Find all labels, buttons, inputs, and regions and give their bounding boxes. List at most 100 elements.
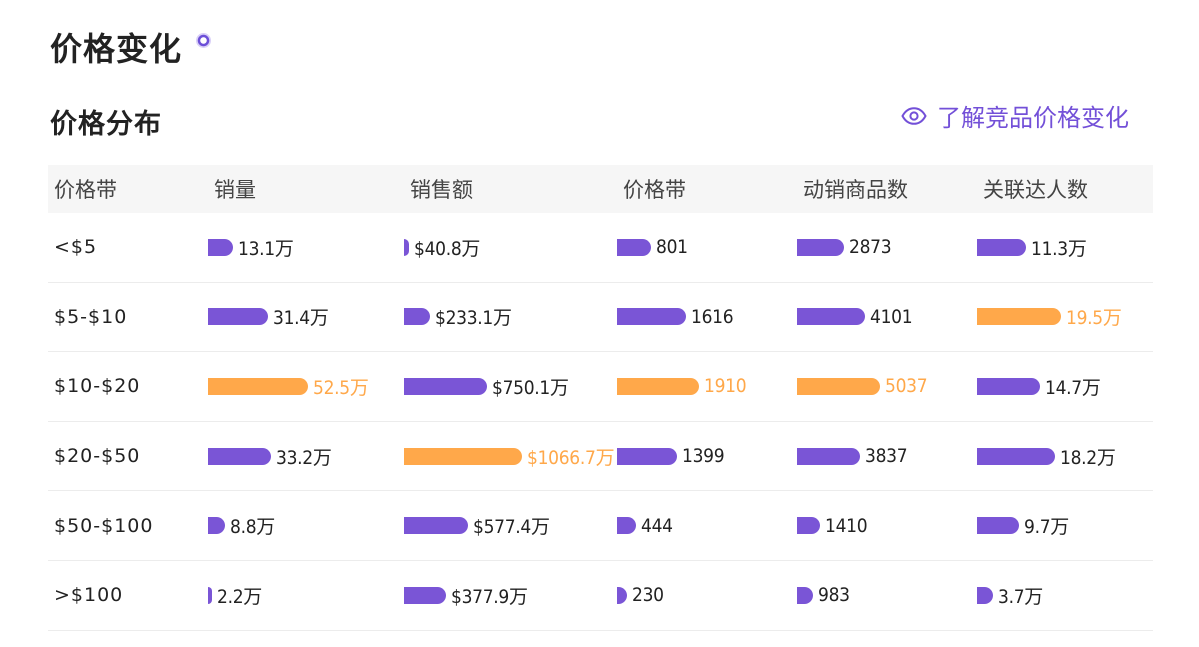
sales-amount-value: $40.8万 <box>414 237 481 260</box>
sales-volume-cell: 13.1万 <box>208 213 404 282</box>
col-header-active-products: 动销商品数 <box>803 178 908 202</box>
linked-creators-cell: 9.7万 <box>977 491 1153 560</box>
linked-creators-value: 14.7万 <box>1045 376 1101 399</box>
sales-volume-value: 2.2万 <box>217 585 262 608</box>
linked-creators-value: 18.2万 <box>1060 446 1116 469</box>
price-band-2-cell: 1616 <box>617 283 797 352</box>
sales-amount-bar <box>404 377 487 395</box>
table-row: <$5 13.1万 $40.8万 801 2873 11.3万 <box>48 213 1153 283</box>
price-distribution-table: 价格带 销量 销售额 价格带 动销商品数 关联达人数 <$5 13.1万 $40.8… <box>48 165 1153 631</box>
active-products-cell: 3837 <box>797 422 977 491</box>
sales-amount-value: $750.1万 <box>492 376 569 399</box>
price-band-2-bar <box>617 308 686 326</box>
sales-amount-value: $377.9万 <box>451 585 528 608</box>
sales-volume-value: 8.8万 <box>230 516 275 539</box>
linked-creators-value: 9.7万 <box>1024 516 1069 539</box>
table-row: >$100 2.2万 $377.9万 230 983 3.7万 <box>48 561 1153 631</box>
sales-volume-bar <box>208 238 233 256</box>
price-band-2-value: 1399 <box>682 445 725 468</box>
linked-creators-value: 3.7万 <box>998 585 1043 608</box>
linked-creators-bar <box>977 238 1026 256</box>
active-products-bar <box>797 586 813 604</box>
sales-volume-bar <box>208 586 212 604</box>
col-header-price-band-2: 价格带 <box>623 178 686 202</box>
active-products-cell: 2873 <box>797 213 977 282</box>
active-products-value: 5037 <box>885 375 928 398</box>
sales-volume-bar <box>208 377 308 395</box>
col-header-sales-volume: 销量 <box>214 178 256 202</box>
linked-creators-cell: 11.3万 <box>977 213 1153 282</box>
sales-amount-bar <box>404 517 468 535</box>
linked-creators-cell: 19.5万 <box>977 283 1153 352</box>
active-products-bar <box>797 238 844 256</box>
sales-amount-value: $577.4万 <box>473 516 550 539</box>
status-dot-icon <box>196 33 211 48</box>
col-header-sales-amount: 销售额 <box>410 178 473 202</box>
price-band-2-cell: 1910 <box>617 352 797 421</box>
price-band-2-bar <box>617 517 636 535</box>
table-row: $10-$20 52.5万 $750.1万 1910 5037 14.7万 <box>48 352 1153 422</box>
sales-volume-cell: 8.8万 <box>208 491 404 560</box>
sales-amount-value: $233.1万 <box>435 307 512 330</box>
sales-amount-cell: $377.9万 <box>404 561 617 630</box>
price-band-2-cell: 1399 <box>617 422 797 491</box>
linked-creators-value: 19.5万 <box>1066 307 1122 330</box>
eye-icon <box>901 106 927 125</box>
active-products-cell: 4101 <box>797 283 977 352</box>
price-band-2-bar <box>617 238 651 256</box>
sales-amount-value: $1066.7万 <box>527 446 615 469</box>
linked-creators-cell: 3.7万 <box>977 561 1153 630</box>
active-products-value: 3837 <box>865 445 908 468</box>
linked-creators-bar <box>977 308 1061 326</box>
price-band-2-value: 801 <box>656 236 688 259</box>
active-products-cell: 1410 <box>797 491 977 560</box>
sales-amount-bar <box>404 447 522 465</box>
active-products-bar <box>797 308 865 326</box>
active-products-value: 983 <box>818 584 850 607</box>
page-title: 价格变化 <box>50 30 183 68</box>
learn-competitor-price-link[interactable]: 了解竞品价格变化 <box>901 98 1129 133</box>
price-band-label: $50-$100 <box>54 514 154 537</box>
sales-volume-bar <box>208 517 225 535</box>
sales-amount-cell: $233.1万 <box>404 283 617 352</box>
col-header-price-band: 价格带 <box>54 178 117 202</box>
sales-amount-cell: $1066.7万 <box>404 422 617 491</box>
learn-link-label: 了解竞品价格变化 <box>937 104 1129 132</box>
active-products-cell: 5037 <box>797 352 977 421</box>
price-band-label: $20-$50 <box>54 445 141 468</box>
sales-volume-value: 33.2万 <box>276 446 332 469</box>
sales-volume-cell: 33.2万 <box>208 422 404 491</box>
price-band-label: <$5 <box>54 236 98 259</box>
sales-amount-cell: $577.4万 <box>404 491 617 560</box>
sales-amount-bar <box>404 308 430 326</box>
price-band-2-cell: 444 <box>617 491 797 560</box>
sales-amount-bar <box>404 586 446 604</box>
table-body: <$5 13.1万 $40.8万 801 2873 11.3万 $5-$10 31.4万 $23… <box>48 213 1153 631</box>
table-row: $50-$100 8.8万 $577.4万 444 1410 9.7万 <box>48 491 1153 561</box>
active-products-bar <box>797 517 820 535</box>
sales-amount-cell: $40.8万 <box>404 213 617 282</box>
price-band-2-bar <box>617 586 627 604</box>
sales-volume-cell: 52.5万 <box>208 352 404 421</box>
sales-volume-value: 31.4万 <box>273 307 329 330</box>
linked-creators-cell: 14.7万 <box>977 352 1153 421</box>
linked-creators-value: 11.3万 <box>1031 237 1087 260</box>
sales-volume-bar <box>208 308 268 326</box>
price-band-2-value: 1616 <box>691 305 734 328</box>
active-products-value: 1410 <box>825 514 868 537</box>
active-products-bar <box>797 447 860 465</box>
active-products-cell: 983 <box>797 561 977 630</box>
sales-volume-value: 13.1万 <box>238 237 294 260</box>
active-products-value: 4101 <box>870 305 913 328</box>
section-title: 价格分布 <box>50 109 162 140</box>
sales-amount-bar <box>404 238 409 256</box>
sales-amount-cell: $750.1万 <box>404 352 617 421</box>
sales-volume-value: 52.5万 <box>313 376 369 399</box>
price-band-2-bar <box>617 377 699 395</box>
linked-creators-bar <box>977 517 1019 535</box>
sales-volume-bar <box>208 447 271 465</box>
price-band-2-cell: 230 <box>617 561 797 630</box>
price-band-label: $10-$20 <box>54 375 141 398</box>
price-band-2-value: 444 <box>641 514 673 537</box>
linked-creators-bar <box>977 586 993 604</box>
